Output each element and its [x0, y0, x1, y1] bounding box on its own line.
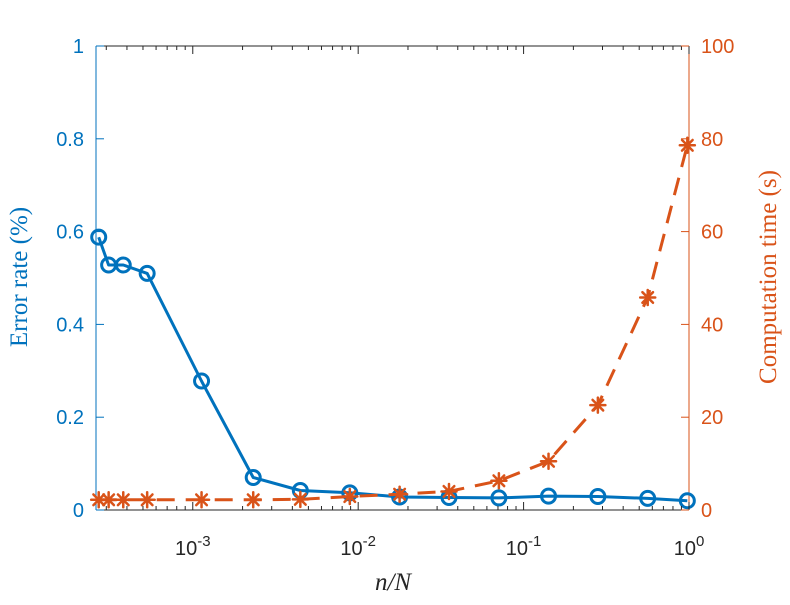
y-right-tick-label: 60 — [701, 222, 723, 244]
series-layer — [89, 136, 697, 510]
series-1-marker — [589, 488, 607, 506]
series-1-marker — [244, 469, 262, 487]
series-2-marker — [192, 491, 211, 509]
series-2-marker — [440, 482, 458, 501]
series-1-marker — [138, 264, 156, 282]
x-tick-label: 10-2 — [340, 533, 376, 560]
y-axis-left-label: Error rate (%) — [6, 207, 33, 347]
series-2-marker — [341, 487, 359, 506]
y-right-tick-label: 20 — [701, 407, 723, 429]
plot-box — [95, 45, 690, 511]
series-1-marker — [540, 487, 558, 505]
x-axis-label: n/N — [375, 569, 412, 596]
x-tick-label: 10-3 — [175, 533, 211, 560]
series-2-marker — [539, 452, 558, 471]
series-2-marker — [638, 288, 657, 307]
y-left-tick-label: 0 — [73, 500, 84, 522]
series-2-marker — [99, 491, 118, 509]
series-1-marker — [678, 492, 696, 510]
y-left-tick-label: 0.4 — [56, 314, 84, 336]
series-2-marker — [244, 491, 262, 509]
series-1-marker — [114, 256, 132, 274]
y-right-tick-label: 40 — [701, 314, 723, 336]
x-tick-label: 10-1 — [506, 533, 542, 560]
series-1-marker — [193, 372, 211, 390]
y-right-tick-label: 100 — [701, 36, 734, 58]
x-tick-label: 100 — [674, 533, 705, 560]
series-1-marker — [100, 256, 118, 274]
y-left-tick-label: 0.8 — [56, 129, 84, 151]
series-2-marker — [291, 490, 310, 509]
series-2-marker — [678, 136, 697, 155]
series-2-marker — [138, 491, 156, 509]
series-1-marker — [90, 228, 108, 246]
series-2-marker — [490, 472, 508, 490]
series-1-marker — [490, 489, 508, 507]
y-left-tick-label: 0.6 — [56, 222, 84, 244]
y-axis-right-label: Computation time (s) — [755, 170, 782, 384]
axes-layer: 10-3 10-2 10-1 100 0 0.2 0.4 0.6 0.8 1 0 20 40 60 80 10… — [56, 36, 734, 560]
y-left-tick-label: 0.2 — [56, 407, 84, 429]
series-2-marker — [390, 485, 409, 503]
y-right-tick-label: 0 — [701, 500, 712, 522]
y-right-tick-label: 80 — [701, 129, 723, 151]
y-left-tick-label: 1 — [73, 36, 84, 58]
series-2-marker — [589, 396, 607, 414]
series-2-marker — [114, 491, 133, 509]
series-1-marker — [639, 489, 657, 507]
